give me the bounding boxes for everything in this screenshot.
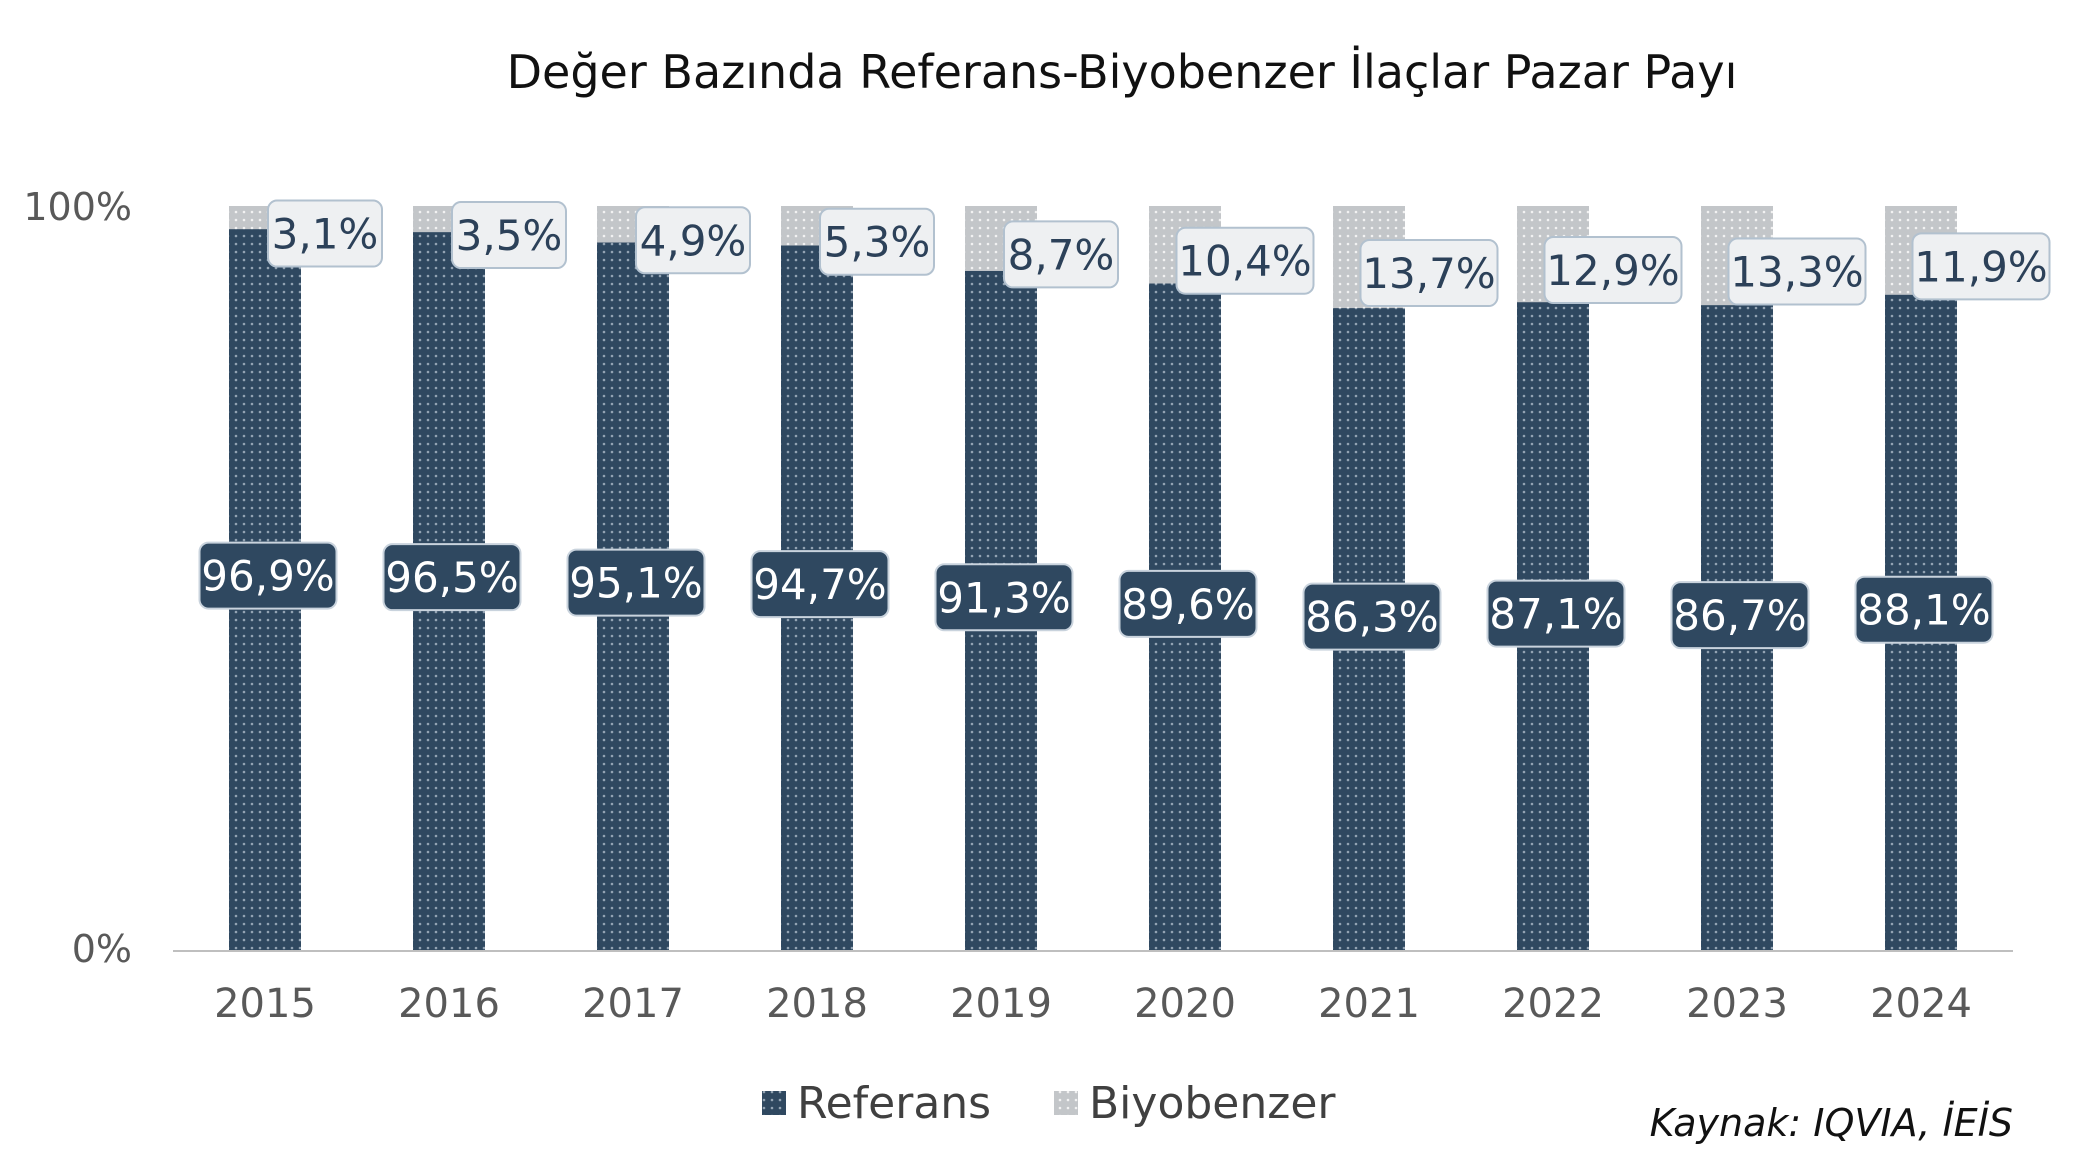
x-tick-label: 2015	[214, 981, 316, 1027]
data-label-box	[1175, 226, 1315, 295]
data-label-text: 95,1%	[569, 559, 702, 608]
data-label-referans: 86,7%	[1670, 581, 1810, 650]
data-label-box	[1854, 575, 1994, 644]
data-label-box	[934, 563, 1074, 632]
data-label-referans: 86,3%	[1302, 582, 1442, 651]
data-label-text: 3,1%	[272, 210, 379, 259]
x-tick-label: 2020	[1134, 981, 1236, 1027]
data-label-referans: 91,3%	[934, 563, 1074, 632]
data-label-text: 96,9%	[201, 552, 334, 601]
data-label-box	[1359, 239, 1499, 308]
data-label-text: 11,9%	[1914, 242, 2047, 291]
x-tick-label: 2024	[1870, 981, 1972, 1027]
category-labels: 2015 2016 2017 2018 2019 2020 2021 2022 2023 2024	[214, 981, 1972, 1027]
data-label-text: 3,5%	[456, 211, 563, 260]
data-label-text: 12,9%	[1546, 246, 1679, 295]
data-label-box	[198, 541, 338, 610]
data-label-box	[382, 543, 522, 612]
data-label-text: 13,7%	[1362, 249, 1495, 298]
legend-label-biyobenzer: Biyobenzer	[1089, 1078, 1336, 1129]
data-label-referans: 89,6%	[1118, 569, 1258, 638]
data-label-biyobenzer: 4,9%	[635, 206, 751, 275]
data-label-text: 94,7%	[753, 560, 886, 609]
data-label-text: 91,3%	[937, 573, 1070, 622]
data-label-box	[267, 199, 383, 268]
data-label-text: 5,3%	[824, 218, 931, 267]
data-label-box	[1003, 220, 1119, 289]
data-label-box	[1670, 581, 1810, 650]
legend-item-biyobenzer[interactable]: Biyobenzer	[1054, 1078, 1336, 1129]
data-label-biyobenzer: 13,7%	[1359, 239, 1499, 308]
data-label-referans: 94,7%	[750, 550, 890, 619]
x-tick-label: 2019	[950, 981, 1052, 1027]
data-label-biyobenzer: 3,1%	[267, 199, 383, 268]
data-label-referans: 88,1%	[1854, 575, 1994, 644]
data-label-referans: 87,1%	[1486, 579, 1626, 648]
x-tick-label: 2023	[1686, 981, 1788, 1027]
data-label-text: 96,5%	[385, 553, 518, 602]
x-tick-label: 2017	[582, 981, 684, 1027]
data-label-biyobenzer: 8,7%	[1003, 220, 1119, 289]
legend-swatch-referans	[762, 1091, 786, 1115]
data-label-box	[1543, 236, 1683, 305]
data-label-box	[1727, 237, 1867, 306]
data-label-referans: 96,5%	[382, 543, 522, 612]
data-label-biyobenzer: 12,9%	[1543, 236, 1683, 305]
data-labels-layer: 96,9% 3,1% 96,5% 3,5% 95,1% 4,9% 94,7% 5,3% 91,3…	[198, 199, 2051, 651]
data-label-text: 89,6%	[1121, 580, 1254, 629]
x-tick-label: 2016	[398, 981, 500, 1027]
data-label-box	[566, 548, 706, 617]
data-label-biyobenzer: 13,3%	[1727, 237, 1867, 306]
legend-swatch-biyobenzer	[1054, 1091, 1078, 1115]
data-label-box	[1302, 582, 1442, 651]
data-label-box	[1118, 569, 1258, 638]
legend-label-referans: Referans	[797, 1078, 991, 1129]
data-label-text: 10,4%	[1178, 237, 1311, 286]
data-label-biyobenzer: 5,3%	[819, 207, 935, 276]
y-tick-0: 0%	[72, 927, 132, 971]
data-label-box	[451, 201, 567, 270]
data-label-text: 88,1%	[1857, 586, 1990, 635]
data-label-text: 4,9%	[640, 216, 747, 265]
chart-title: Değer Bazında Referans-Biyobenzer İlaçla…	[507, 45, 1738, 99]
data-label-text: 13,3%	[1730, 248, 1863, 297]
legend: Referans Biyobenzer	[762, 1078, 1336, 1129]
data-label-box	[635, 206, 751, 275]
data-label-biyobenzer: 11,9%	[1911, 232, 2051, 301]
data-label-text: 86,3%	[1305, 593, 1438, 642]
x-tick-label: 2018	[766, 981, 868, 1027]
data-label-biyobenzer: 3,5%	[451, 201, 567, 270]
data-label-referans: 96,9%	[198, 541, 338, 610]
data-label-text: 86,7%	[1673, 591, 1806, 640]
x-tick-label: 2022	[1502, 981, 1604, 1027]
data-label-box	[1486, 579, 1626, 648]
data-label-text: 87,1%	[1489, 590, 1622, 639]
data-label-biyobenzer: 10,4%	[1175, 226, 1315, 295]
source-note: Kaynak: IQVIA, İEİS	[1650, 1101, 2013, 1145]
data-label-box	[750, 550, 890, 619]
data-label-box	[819, 207, 935, 276]
data-label-box	[1911, 232, 2051, 301]
y-tick-100: 100%	[23, 185, 132, 229]
x-tick-label: 2021	[1318, 981, 1420, 1027]
legend-item-referans[interactable]: Referans	[762, 1078, 991, 1129]
data-label-referans: 95,1%	[566, 548, 706, 617]
data-label-text: 8,7%	[1008, 230, 1115, 279]
